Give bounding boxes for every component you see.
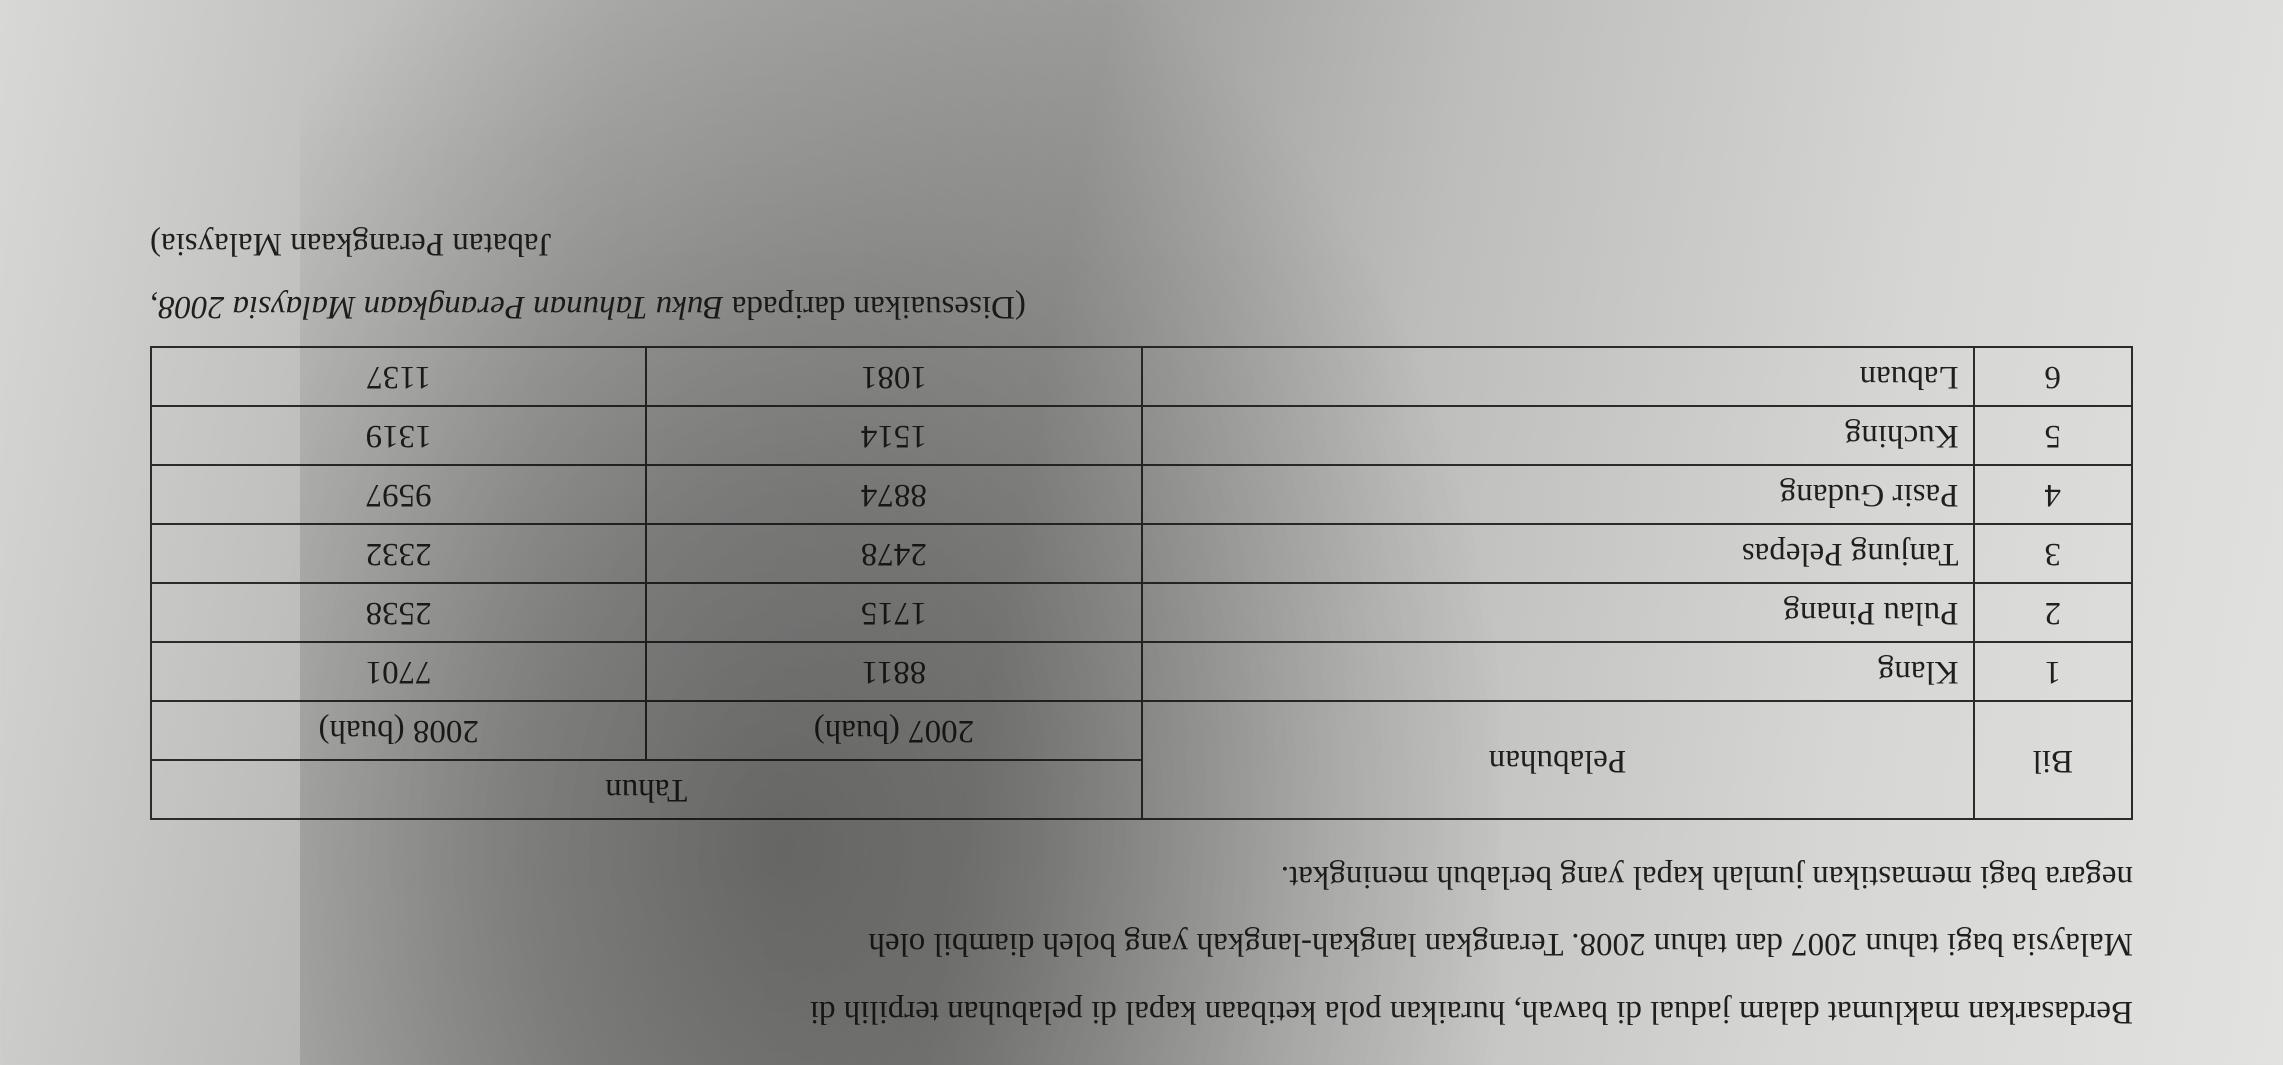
intro-line-2: Malaysia bagi tahun 2007 dan tahun 2008.… — [868, 926, 2133, 962]
table-header-row-1: Bil Pelabuhan Tahun — [151, 760, 2132, 819]
cell-port: Tanjung Pelepas — [1142, 524, 1974, 583]
cell-2007: 1081 — [646, 347, 1141, 406]
cell-2008: 1137 — [151, 347, 646, 406]
cell-port: Labuan — [1142, 347, 1974, 406]
source-citation: (Disesuaikan daripada Buku Tahunan Peran… — [150, 213, 2133, 338]
header-bil: Bil — [1974, 701, 2132, 819]
header-2008: 2008 (buah) — [151, 701, 646, 760]
cell-port: Kuching — [1142, 406, 1974, 465]
cell-bil: 2 — [1974, 583, 2132, 642]
question-paragraph: Berdasarkan maklumat dalam jadual di baw… — [150, 842, 2133, 1045]
header-tahun: Tahun — [151, 760, 1142, 819]
source-prefix: (Disesuaikan daripada — [724, 289, 1026, 325]
table-row: 1 Klang 8811 7701 — [151, 642, 2132, 701]
cell-2008: 2538 — [151, 583, 646, 642]
cell-bil: 5 — [1974, 406, 2132, 465]
table-row: 6 Labuan 1081 1137 — [151, 347, 2132, 406]
cell-port: Pulau Pinang — [1142, 583, 1974, 642]
source-title-italic: Buku Tahunan Perangkaan Malaysia 2008 — [158, 289, 723, 325]
intro-line-1: Berdasarkan maklumat dalam jadual di baw… — [810, 994, 2133, 1030]
header-pelabuhan: Pelabuhan — [1142, 701, 1974, 819]
cell-2007: 8811 — [646, 642, 1141, 701]
cell-2007: 8874 — [646, 465, 1141, 524]
document-page: Berdasarkan maklumat dalam jadual di baw… — [0, 213, 2283, 1065]
table-row: 2 Pulau Pinang 1715 2538 — [151, 583, 2132, 642]
cell-2007: 1514 — [646, 406, 1141, 465]
cell-bil: 4 — [1974, 465, 2132, 524]
ports-table: Bil Pelabuhan Tahun 2007 (buah) 2008 (bu… — [150, 346, 2133, 820]
source-suffix1: , — [150, 289, 158, 325]
cell-2008: 9597 — [151, 465, 646, 524]
cell-2007: 1715 — [646, 583, 1141, 642]
cell-port: Pasir Gudang — [1142, 465, 1974, 524]
table-row: 3 Tanjung Pelepas 2478 2332 — [151, 524, 2132, 583]
cell-2008: 7701 — [151, 642, 646, 701]
cell-2007: 2478 — [646, 524, 1141, 583]
header-2007: 2007 (buah) — [646, 701, 1141, 760]
intro-line-3: negara bagi memastikan jumlah kapal yang… — [1281, 859, 2133, 895]
cell-2008: 2332 — [151, 524, 646, 583]
cell-bil: 3 — [1974, 524, 2132, 583]
cell-bil: 1 — [1974, 642, 2132, 701]
cell-2008: 1319 — [151, 406, 646, 465]
cell-port: Klang — [1142, 642, 1974, 701]
table-row: 5 Kuching 1514 1319 — [151, 406, 2132, 465]
table-row: 4 Pasir Gudang 8874 9597 — [151, 465, 2132, 524]
source-line2: Jabatan Perangkaan Malaysia) — [150, 226, 551, 262]
cell-bil: 6 — [1974, 347, 2132, 406]
